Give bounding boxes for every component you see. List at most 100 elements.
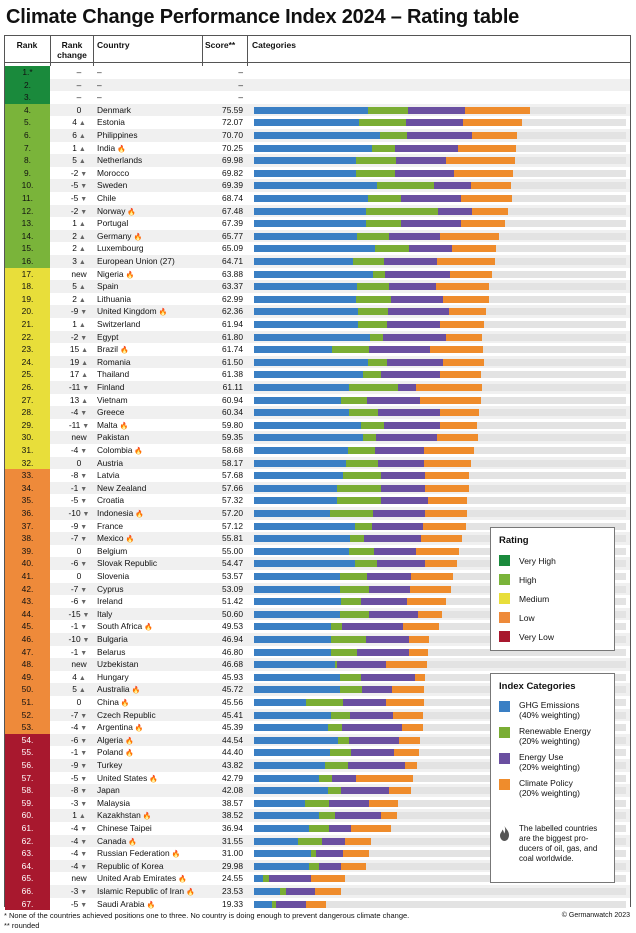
country-name: Norway — [97, 205, 126, 216]
renewable-segment — [369, 333, 383, 341]
score-cell: 53.57 — [222, 571, 243, 581]
table-row: 53. -4 ▼ Argentina 🔥 45.39 — [5, 721, 630, 734]
renewable-segment — [355, 295, 391, 303]
policy-segment — [436, 258, 496, 265]
renewable-segment — [337, 736, 350, 744]
rank-change-value: -7 — [70, 709, 79, 720]
energy-use-segment — [360, 598, 407, 606]
table-row: 47. -1 ▼ Belarus 46.80 — [5, 645, 630, 659]
table-row: 39. 0 Belgium 55.00 — [5, 544, 630, 558]
rank-cell: 48. — [5, 658, 50, 671]
rank-change-value: -11 — [68, 382, 81, 392]
country-name: Germany — [97, 230, 132, 241]
rank-change-value: -4 — [70, 848, 79, 859]
policy-segment — [409, 636, 429, 643]
energy-use-segment — [408, 106, 465, 114]
rank-change-cell: -4 ▼ — [59, 822, 99, 835]
rank-change-cell: -11 ▼ — [59, 381, 99, 394]
flame-icon: 🔥 — [128, 838, 138, 846]
country-cell: Greece — [97, 406, 207, 419]
energy-use-segment — [406, 119, 463, 127]
arrow-up-icon: ▲ — [76, 259, 86, 266]
rank-change-cell: -9 ▼ — [59, 520, 99, 533]
rank-cell: 27. — [5, 393, 50, 407]
legend-label: Very High — [519, 556, 556, 566]
policy-segment — [454, 169, 514, 177]
energy-use-segment — [373, 510, 425, 517]
rank-cell: 49. — [5, 670, 50, 684]
table-row: 43. -6 ▼ Ireland 51.42 — [5, 595, 630, 608]
ghg-segment — [254, 799, 305, 807]
fire-note-line4: coal worldwide. — [519, 854, 574, 863]
category-bar — [254, 207, 626, 215]
rank-cell: 42. — [5, 582, 50, 596]
rank-cell: 18. — [5, 280, 50, 293]
ghg-segment — [254, 371, 364, 379]
rank-cell: 29. — [5, 418, 50, 432]
flame-icon: 🔥 — [134, 448, 144, 455]
country-name: Cyprus — [97, 583, 124, 594]
ghg-segment — [254, 421, 361, 429]
country-name: United States — [97, 772, 148, 783]
rank-cell: 32. — [5, 456, 50, 470]
category-bar — [254, 547, 626, 555]
category-bar — [254, 169, 626, 177]
arrow-down-icon: ▼ — [78, 763, 88, 770]
energy-use-segment — [341, 623, 403, 631]
rank-change-value: 4 — [72, 671, 77, 682]
category-bar — [254, 510, 626, 517]
rank-change-cell: 13 ▲ — [59, 394, 99, 407]
score-cell: 38.52 — [222, 810, 243, 821]
arrow-down-icon: ▼ — [78, 775, 88, 783]
rank-change-cell: -10 ▼ — [59, 633, 99, 646]
arrow-down-icon: ▼ — [78, 448, 88, 455]
energy-use-segment — [377, 459, 424, 467]
energy-use-segment — [275, 900, 307, 908]
ghg-segment — [254, 862, 309, 870]
country-cell: Slovenia — [97, 570, 207, 583]
energy-use-segment — [401, 195, 462, 202]
category-bar — [254, 384, 626, 391]
rank-cell: 24. — [5, 355, 50, 369]
country-name: Finland — [97, 382, 125, 392]
legend-label-line1: Climate Policy — [519, 778, 573, 788]
table-row: 10. -5 ▼ Sweden 69.39 — [5, 179, 630, 192]
legend-label: Very Low — [519, 632, 554, 642]
table-row: 50. 5 ▲ Australia 🔥 45.72 — [5, 683, 630, 696]
rank-change-cell: – — [59, 66, 99, 79]
country-cell: – — [97, 66, 207, 79]
country-cell: United Kingdom 🔥 — [97, 305, 207, 318]
score-cell: 57.20 — [222, 508, 243, 518]
renewable-segment — [366, 220, 402, 228]
score-cell: 45.39 — [222, 722, 243, 733]
rank-change-value: 2 — [72, 293, 77, 304]
flame-icon: 🔥 — [144, 624, 153, 632]
category-bar — [254, 711, 626, 719]
rank-change-value: 1 — [72, 218, 77, 229]
table-row: 6. 6 ▲ Philippines 70.70 — [5, 129, 630, 142]
score-cell: 44.40 — [222, 747, 243, 758]
country-cell: Belarus — [97, 646, 207, 659]
country-cell: Switzerland — [97, 318, 207, 331]
country-cell: Russian Federation 🔥 — [97, 847, 207, 860]
rank-cell: 34. — [5, 481, 50, 495]
category-bar — [254, 837, 626, 845]
country-name: – — [97, 67, 102, 77]
policy-segment — [402, 724, 423, 732]
score-cell: 59.80 — [222, 419, 243, 430]
country-cell: Slovak Republic — [97, 557, 207, 570]
rank-change-value: -8 — [70, 470, 79, 481]
category-bar — [254, 749, 626, 757]
arrow-down-icon: ▼ — [78, 208, 88, 216]
flame-icon: 🔥 — [134, 725, 144, 733]
country-cell: – — [97, 79, 207, 92]
rank-change-value: 5 — [72, 281, 77, 292]
country-name: Kazakhstan — [97, 810, 141, 821]
country-cell: Australia 🔥 — [97, 683, 207, 696]
country-cell: Lithuania — [97, 293, 207, 306]
score-cell: 60.94 — [222, 394, 243, 405]
rating-legend-title: Rating — [499, 535, 529, 546]
energy-use-segment — [365, 636, 410, 643]
score-cell: 51.42 — [222, 596, 243, 607]
table-row: 58. -8 ▼ Japan 42.08 — [5, 784, 630, 797]
